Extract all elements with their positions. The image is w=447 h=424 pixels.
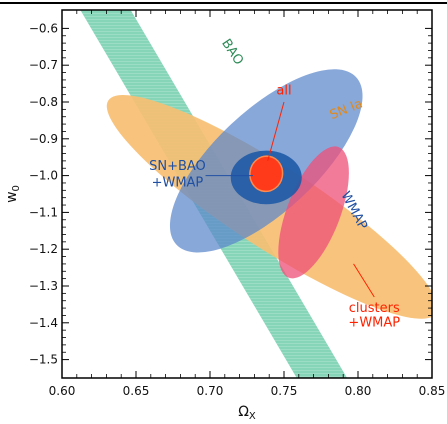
x-axis-title: ΩX	[238, 404, 256, 422]
y-tick-label: −0.9	[29, 132, 58, 146]
y-tick-label: −1.2	[29, 242, 58, 256]
annotation-leaders	[205, 101, 375, 298]
label-clusters-plus-wmap: +WMAP	[348, 315, 400, 330]
y-tick-label: −1.1	[29, 205, 58, 219]
label-plus-wmap: +WMAP	[152, 176, 204, 191]
label-bao: BAO	[218, 36, 246, 67]
x-tick-label: 0.80	[345, 384, 372, 398]
x-tick-label: 0.65	[123, 384, 150, 398]
y-tick-label: −0.8	[29, 95, 58, 109]
plot-frame	[61, 9, 433, 379]
y-axis-ticks: −0.6 −0.7 −0.8 −0.9 −1.0 −1.1 −1.2 −1.3 −1.4 −1.5	[29, 21, 432, 367]
label-sn-bao: SN+BAO	[149, 159, 206, 174]
y-axis-title-subscript: 0	[11, 185, 22, 191]
leader-all	[267, 101, 285, 162]
y-tick-label: −1.3	[29, 279, 58, 293]
y-tick-label: −0.6	[29, 21, 58, 35]
x-axis-title-main: Ω	[238, 404, 249, 420]
y-axis-title-main: w	[4, 191, 20, 202]
label-clusters: clusters	[349, 301, 400, 316]
x-axis-ticks: 0.60 0.65 0.70 0.75 0.80 0.85	[49, 10, 446, 398]
leader-clusters	[353, 263, 375, 298]
y-tick-label: −1.4	[29, 316, 58, 330]
y-tick-label: −1.0	[29, 169, 58, 183]
y-axis-title: w0	[4, 185, 22, 203]
x-axis-title-subscript: X	[249, 411, 256, 422]
confidence-regions	[80, 10, 432, 378]
y-tick-label: −0.7	[29, 58, 58, 72]
x-tick-label: 0.60	[49, 384, 76, 398]
x-tick-label: 0.70	[197, 384, 224, 398]
x-tick-label: 0.85	[419, 384, 446, 398]
clusters-wmap-region	[278, 146, 349, 279]
x-tick-label: 0.75	[271, 384, 298, 398]
label-all: all	[276, 84, 291, 99]
y-tick-label: −1.5	[29, 353, 58, 367]
